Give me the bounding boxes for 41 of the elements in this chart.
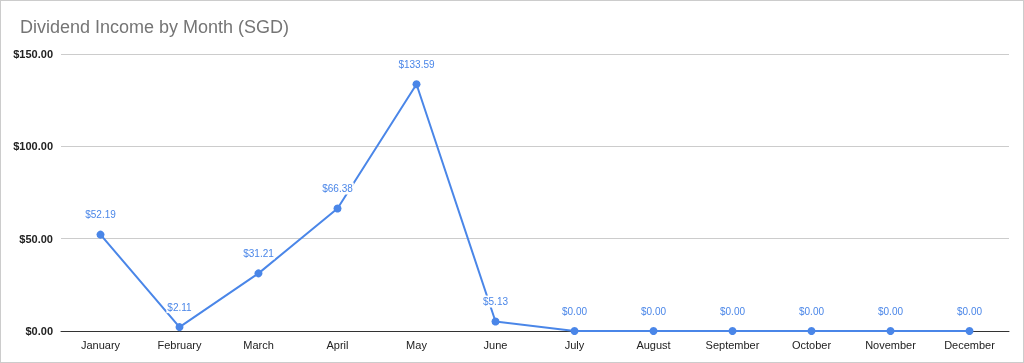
data-label: $0.00: [956, 305, 983, 317]
data-label: $0.00: [877, 305, 904, 317]
data-label: $0.00: [719, 305, 746, 317]
point: [254, 269, 263, 278]
x-tick-label: May: [406, 338, 428, 351]
data-label: $5.13: [482, 296, 509, 308]
data-label: $0.00: [798, 305, 825, 317]
y-tick-label: $50.00: [19, 232, 53, 245]
data-label: $2.11: [167, 301, 193, 313]
x-tick-label: January: [80, 338, 121, 351]
point: [965, 327, 974, 335]
data-label: $66.38: [322, 182, 354, 194]
x-tick-label: December: [944, 338, 996, 351]
point: [728, 327, 737, 335]
x-tick-label: September: [705, 338, 760, 351]
point: [175, 323, 184, 332]
point: [412, 80, 421, 89]
data-label: $52.19: [85, 209, 117, 221]
point: [333, 204, 342, 213]
data-label: $0.00: [561, 305, 588, 317]
point: [886, 327, 895, 335]
data-label: $0.00: [640, 305, 667, 317]
point: [96, 230, 105, 239]
y-tick-label: $150.00: [13, 48, 53, 60]
y-tick-label: $0.00: [25, 325, 53, 337]
point: [807, 327, 816, 335]
x-tick-label: November: [865, 338, 917, 351]
x-tick-label: April: [326, 338, 349, 351]
data-label: $31.21: [243, 247, 275, 259]
chart-title: Dividend Income by Month (SGD): [20, 17, 290, 37]
x-tick-label: June: [483, 338, 508, 351]
point: [649, 327, 658, 335]
point: [570, 327, 579, 335]
data-label: $133.59: [398, 58, 436, 70]
x-tick-label: March: [243, 338, 274, 351]
x-tick-label: February: [157, 338, 202, 351]
point: [491, 317, 500, 326]
x-tick-label: August: [636, 338, 671, 351]
y-tick-label: $100.00: [13, 140, 53, 153]
x-tick-label: October: [791, 338, 832, 351]
x-tick-label: July: [564, 338, 585, 351]
